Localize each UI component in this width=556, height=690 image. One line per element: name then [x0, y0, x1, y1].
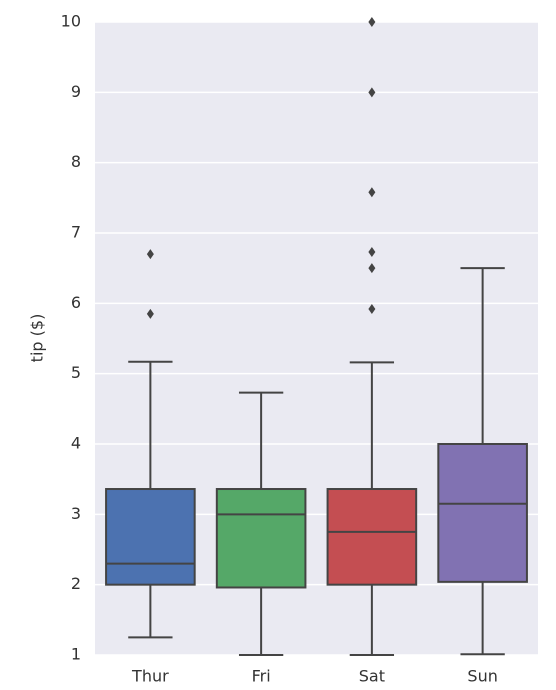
box — [326, 488, 418, 586]
outlier — [368, 17, 376, 27]
y-tick-label: 7 — [71, 223, 81, 242]
box — [105, 488, 196, 586]
whisker-high — [238, 391, 284, 490]
outlier — [368, 246, 376, 257]
whisker-low — [238, 587, 284, 656]
x-tick-label: Thur — [131, 667, 169, 686]
y-tick-label: 2 — [71, 574, 81, 593]
whisker-low — [460, 581, 505, 656]
y-tick-label: 8 — [71, 152, 81, 171]
y-tick-label: 3 — [71, 504, 81, 523]
outlier — [368, 87, 376, 98]
y-axis-label: tip ($) — [28, 314, 47, 363]
y-tick-label: 9 — [71, 82, 81, 101]
y-tick-label: 6 — [71, 293, 81, 312]
y-tick-label: 5 — [71, 363, 81, 382]
outlier — [368, 303, 376, 314]
x-tick-label: Fri — [252, 667, 271, 686]
outlier — [368, 263, 376, 274]
box — [437, 443, 528, 583]
y-tick-label: 10 — [61, 12, 81, 31]
outlier — [368, 187, 376, 198]
y-tick-label: 1 — [71, 645, 81, 664]
whisker-high — [460, 267, 505, 444]
x-tick-label: Sat — [359, 667, 385, 686]
box — [215, 488, 307, 589]
outlier — [146, 249, 154, 260]
y-tick-label: 4 — [71, 434, 81, 453]
whisker-low — [128, 584, 173, 639]
outlier — [146, 308, 154, 319]
whisker-high — [349, 361, 395, 490]
whisker-low — [349, 584, 395, 656]
whisker-high — [128, 360, 173, 490]
x-tick-label: Sun — [467, 667, 497, 686]
